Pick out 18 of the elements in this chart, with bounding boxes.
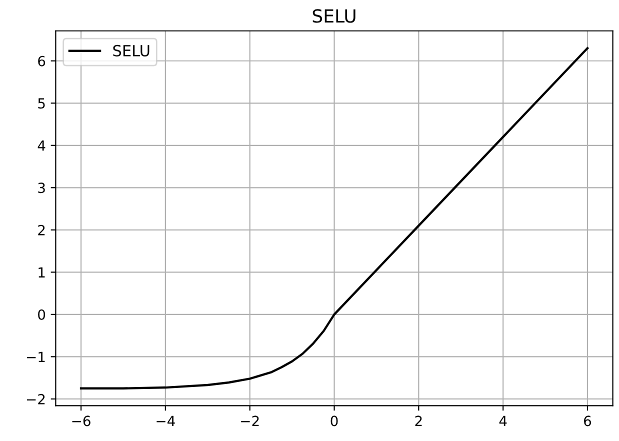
x-tick-label: 2 (415, 416, 422, 426)
y-tick-label: 5 (38, 98, 45, 109)
y-tick-label: −1 (26, 352, 45, 362)
x-tick-label: 0 (330, 416, 338, 426)
x-tick-label: −6 (72, 416, 90, 426)
x-tick-label: 4 (499, 416, 507, 426)
y-tick-label: 6 (38, 56, 46, 66)
chart-title: SELU (312, 9, 356, 23)
y-tick-label: 2 (38, 224, 45, 236)
y-tick-label: 4 (38, 140, 46, 151)
x-tick-label: −2 (241, 416, 259, 426)
y-tick-label: 1 (38, 267, 45, 278)
y-tick-label: 0 (38, 309, 46, 320)
y-tick-label: −2 (26, 394, 45, 404)
x-tick-label: 6 (584, 416, 592, 426)
legend-label: SELU (113, 44, 150, 56)
x-tick-label: −4 (156, 416, 175, 426)
y-tick-label: 3 (38, 182, 45, 194)
